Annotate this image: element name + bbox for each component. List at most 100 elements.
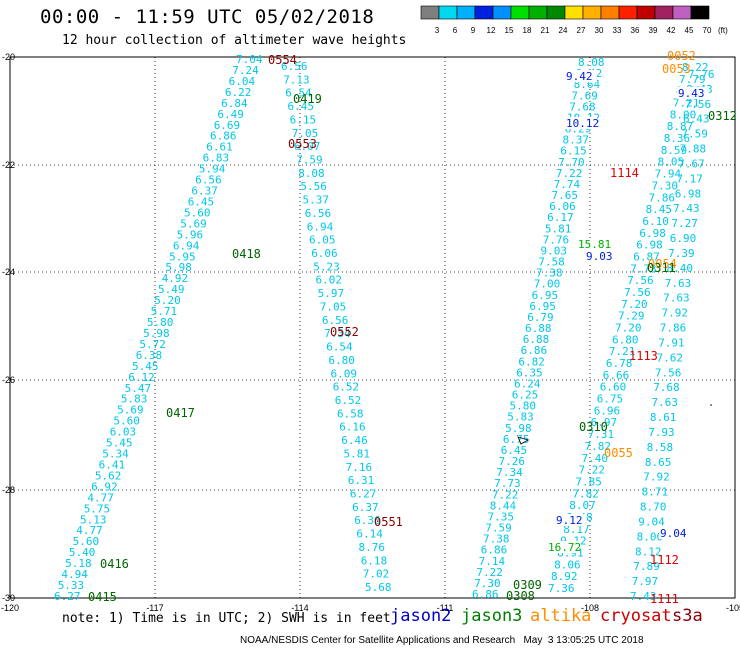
wave-height-label: 6.07	[294, 140, 321, 153]
wave-height-label: 8.92	[551, 570, 578, 583]
wave-height-label: 6.56	[305, 207, 332, 220]
wave-height-label: 7.56	[685, 98, 712, 111]
wave-height-label: 7.70	[558, 156, 585, 169]
wave-height-label: 5.13	[80, 513, 107, 526]
wave-height-label: 8.44	[490, 499, 517, 512]
y-tick-label: -26	[2, 375, 15, 385]
pass-number-label: 0054	[648, 257, 677, 271]
wave-height-label: 6.02	[316, 274, 343, 287]
wave-height-label: 6.60	[600, 381, 627, 394]
pass-number-label: 0312	[708, 109, 737, 123]
wave-height-label: 7.79	[679, 73, 706, 86]
wave-height-label: 9.43	[678, 87, 705, 100]
wave-height-label: 7.76	[688, 68, 715, 81]
wave-height-label: 5.33	[58, 579, 84, 592]
colorbar-label: 3	[435, 26, 440, 35]
wave-height-label: 5.60	[113, 415, 139, 428]
wave-height-label: 6.86	[210, 130, 237, 143]
wave-height-label: 6.52	[335, 394, 362, 407]
wave-height-label: 6.09	[331, 367, 358, 380]
pass-number-label: 0554	[268, 53, 297, 67]
x-tick-label: -111	[437, 603, 454, 613]
wave-height-label: 8.08	[298, 167, 325, 180]
wave-height-label: 6.31	[348, 474, 375, 487]
legend-cryosat: cryosat	[600, 606, 672, 626]
wave-height-label: 5.71	[151, 305, 178, 318]
wave-height-label: 7.73	[494, 477, 520, 490]
wave-height-label: 5.23	[313, 260, 340, 273]
wave-height-label: 6.79	[527, 311, 554, 324]
pass-number-label: 0418	[232, 247, 261, 261]
wave-height-label: 6.43	[683, 113, 710, 126]
wave-height-label: 4.77	[76, 524, 103, 537]
wave-height-label: 6.86	[472, 588, 499, 601]
wave-height-label: 5.96	[177, 228, 204, 241]
colorbar-swatch	[690, 5, 710, 20]
wave-height-label: 6.92	[91, 480, 118, 493]
wave-height-label: 6.03	[110, 426, 137, 439]
x-tick-label: -108	[581, 603, 599, 613]
wave-height-label: 6.27	[54, 590, 81, 603]
wave-height-label: 7.21	[673, 97, 700, 110]
wave-height-label: 7.85	[575, 475, 602, 488]
wave-height-label: 6.45	[188, 196, 215, 209]
wave-height-label: 7.63	[652, 396, 679, 409]
wave-height-label: 9.12	[556, 514, 583, 527]
label-background	[577, 238, 609, 250]
colorbar-label: 27	[577, 26, 586, 35]
colorbar-label: 45	[685, 26, 694, 35]
wave-height-label: 7.40	[582, 452, 609, 465]
wave-height-label: 6.78	[606, 357, 633, 370]
wave-height-label: 8.08	[578, 56, 605, 69]
pass-number-label: 1112	[650, 553, 679, 567]
wave-height-label: 6.45	[288, 100, 315, 113]
wave-height-label: 6.10	[642, 215, 669, 228]
wave-height-label: 7.74	[554, 178, 581, 191]
pass-number-label: 1111	[650, 592, 679, 606]
wave-height-label: 5.69	[180, 217, 207, 230]
wave-height-label: 6.98	[639, 227, 666, 240]
wave-height-label: 5.34	[102, 448, 129, 461]
wave-height-label: 6.90	[670, 232, 697, 245]
wave-height-label: 6.83	[203, 152, 230, 165]
wave-height-label: 8.40	[667, 262, 694, 275]
wave-height-label: 5.60	[184, 206, 211, 219]
wave-height-label: 7.24	[232, 64, 259, 77]
marker-arrow-icon	[517, 436, 530, 445]
wave-height-label: 5.97	[318, 287, 345, 300]
colorbar-label: 24	[559, 26, 568, 35]
wave-height-label: 8.59	[661, 144, 688, 157]
wave-height-label: 6.94	[173, 239, 200, 252]
pass-number-label: 0053	[662, 62, 691, 76]
wave-height-label: 6.45	[501, 444, 528, 457]
pass-number-label: 1113	[629, 349, 658, 363]
wave-height-label: 5.80	[510, 400, 537, 413]
colorbar-label: 6	[453, 26, 458, 35]
y-tick-label: -28	[2, 485, 15, 495]
pass-number-label: 0417	[166, 406, 195, 420]
wave-height-label: 7.73	[630, 262, 657, 275]
wave-height-label: 5.81	[344, 447, 371, 460]
colorbar-label: 18	[523, 26, 532, 35]
label-background	[547, 541, 579, 553]
wave-height-label: 7.94	[655, 168, 682, 181]
wave-height-label: 7.63	[665, 277, 692, 290]
wave-height-label: 7.56	[655, 366, 682, 379]
wave-height-label: 7.86	[649, 191, 676, 204]
wave-height-label: 6.95	[529, 300, 556, 313]
wave-height-label: 5.47	[125, 382, 152, 395]
wave-height-label: 6.88	[523, 333, 550, 346]
pass-number-label: 1114	[610, 166, 639, 180]
wave-height-label: 7.26	[499, 455, 526, 468]
legend-altika: altika	[530, 606, 592, 626]
wave-height-label: 7.34	[324, 327, 351, 340]
wave-height-label: 7.69	[571, 89, 598, 102]
wave-height-label: 7.67	[678, 158, 705, 171]
wave-height-label: 7.16	[346, 461, 373, 474]
pass-number-label: 0551	[374, 515, 403, 529]
colorbar-legend: 3 6 9 12 15 18 21 24 27 30 33 36 39 42 45 70 (ft)	[420, 5, 728, 35]
wave-height-label: 7.56	[624, 286, 651, 299]
wave-height-label: 6.37	[191, 185, 218, 198]
wave-height-label: 9.42	[566, 70, 593, 83]
wave-height-label: 15.81	[578, 238, 611, 251]
